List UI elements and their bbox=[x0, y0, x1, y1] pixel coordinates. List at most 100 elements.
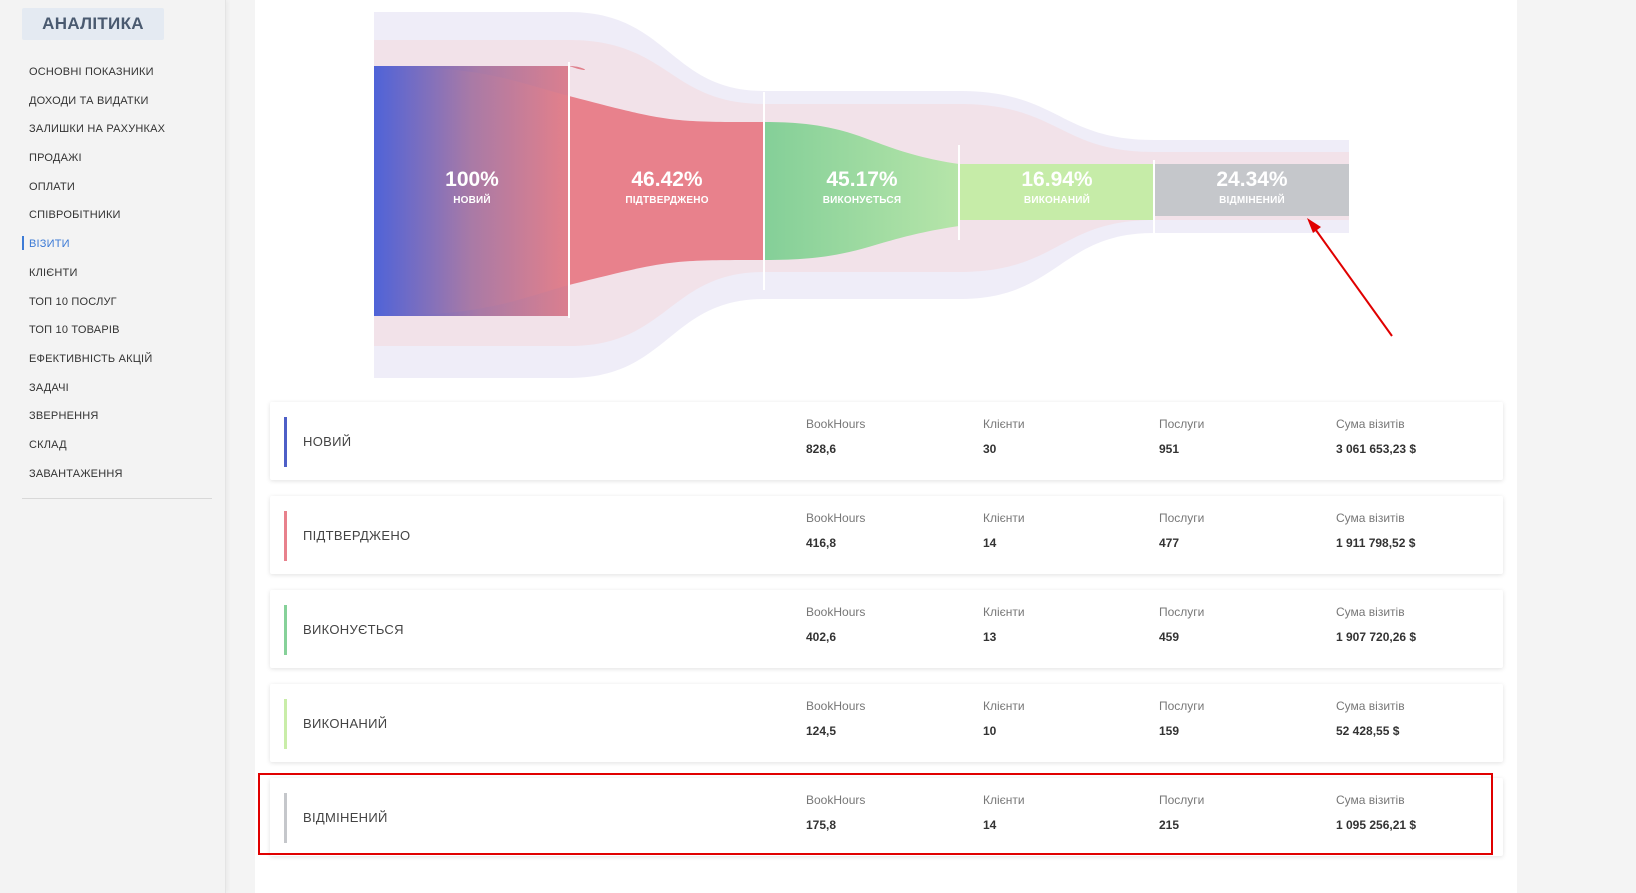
metric-label: Сума візитів bbox=[1336, 511, 1405, 525]
sidebar-divider bbox=[22, 498, 212, 499]
metric-value: 1 907 720,26 $ bbox=[1336, 630, 1417, 644]
metric-value: 828,6 bbox=[806, 442, 837, 456]
metric-label: BookHours bbox=[806, 417, 866, 431]
metric-label: Клієнти bbox=[983, 605, 1025, 619]
metric-value: 30 bbox=[983, 442, 997, 456]
metric-label: BookHours bbox=[806, 511, 866, 525]
funnel-label-cancelled: 24.34% ВІДМІНЕНИЙ bbox=[1152, 168, 1352, 206]
metric-label: Клієнти bbox=[983, 793, 1025, 807]
sidebar-item-requests[interactable]: ЗВЕРНЕННЯ bbox=[29, 410, 99, 423]
metric-services: Послуги 159 bbox=[1159, 699, 1204, 738]
metric-bookhours: BookHours 175,8 bbox=[806, 793, 865, 832]
funnel-label-new: 100% НОВИЙ bbox=[372, 168, 572, 206]
main-panel: 100% НОВИЙ 46.42% ПІДТВЕРДЖЕНО 45.17% ВИ… bbox=[255, 0, 1517, 893]
sidebar-menu: ОСНОВНІ ПОКАЗНИКИ ДОХОДИ ТА ВИДАТКИ ЗАЛИ… bbox=[22, 64, 165, 494]
metric-value: 13 bbox=[983, 630, 997, 644]
funnel-segment-new-body bbox=[374, 66, 569, 316]
status-color-bar bbox=[284, 417, 287, 467]
metric-services: Послуги 459 bbox=[1159, 605, 1204, 644]
sidebar-item-promo-efficiency[interactable]: ЕФЕКТИВНІСТЬ АКЦІЙ bbox=[29, 352, 153, 365]
metric-value: 477 bbox=[1159, 536, 1180, 550]
funnel-percent: 16.94% bbox=[1021, 168, 1093, 191]
funnel-label-in-progress: 45.17% ВИКОНУЄТЬСЯ bbox=[762, 168, 962, 206]
metric-label: Сума візитів bbox=[1336, 699, 1405, 713]
metric-sum: Сума візитів 1 095 256,21 $ bbox=[1336, 793, 1416, 832]
sidebar-item-main-indicators[interactable]: ОСНОВНІ ПОКАЗНИКИ bbox=[29, 66, 154, 78]
sidebar-item-workload[interactable]: ЗАВАНТАЖЕННЯ bbox=[29, 467, 123, 480]
metric-bookhours: BookHours 402,6 bbox=[806, 605, 865, 644]
sidebar-item-income-expenses[interactable]: ДОХОДИ ТА ВИДАТКИ bbox=[29, 94, 149, 107]
sidebar-item-account-balances[interactable]: ЗАЛИШКИ НА РАХУНКАХ bbox=[29, 123, 166, 136]
funnel-chart: 100% НОВИЙ 46.42% ПІДТВЕРДЖЕНО 45.17% ВИ… bbox=[255, 0, 1517, 395]
sidebar-title: АНАЛІТИКА bbox=[22, 8, 164, 40]
sidebar-item-employees[interactable]: СПІВРОБІТНИКИ bbox=[29, 209, 121, 222]
metric-label: Сума візитів bbox=[1336, 605, 1405, 619]
status-label: ВИКОНУЄТЬСЯ bbox=[303, 622, 404, 637]
funnel-stage-name: ВИКОНАНИЙ bbox=[1023, 195, 1091, 206]
metric-value: 52 428,55 $ bbox=[1336, 724, 1400, 738]
metric-value: 124,5 bbox=[806, 724, 837, 738]
funnel-stage-name: ПІДТВЕРДЖЕНО bbox=[625, 195, 709, 206]
status-card-cancelled[interactable]: ВІДМІНЕНИЙ BookHours 175,8 Клієнти 14 По… bbox=[270, 778, 1503, 856]
sidebar-item-payments[interactable]: ОПЛАТИ bbox=[29, 180, 75, 193]
metric-sum: Сума візитів 1 911 798,52 $ bbox=[1336, 511, 1415, 550]
status-color-bar bbox=[284, 511, 287, 561]
metric-clients: Клієнти 30 bbox=[983, 417, 1025, 456]
status-card-in-progress[interactable]: ВИКОНУЄТЬСЯ BookHours 402,6 Клієнти 13 П… bbox=[270, 590, 1503, 668]
metric-value: 951 bbox=[1159, 442, 1180, 456]
funnel-stage-name: ВІДМІНЕНИЙ bbox=[1219, 195, 1285, 206]
status-label: НОВИЙ bbox=[303, 434, 352, 449]
metric-value: 14 bbox=[983, 818, 997, 832]
metric-bookhours: BookHours 416,8 bbox=[806, 511, 865, 550]
sidebar-item-top-services[interactable]: ТОП 10 ПОСЛУГ bbox=[29, 295, 117, 308]
metric-label: Послуги bbox=[1159, 699, 1205, 713]
sidebar-item-sales[interactable]: ПРОДАЖІ bbox=[29, 152, 82, 165]
metric-services: Послуги 215 bbox=[1159, 793, 1204, 832]
funnel-svg bbox=[374, 12, 1393, 378]
metric-value: 459 bbox=[1159, 630, 1180, 644]
metric-clients: Клієнти 14 bbox=[983, 793, 1025, 832]
funnel-stage-name: НОВИЙ bbox=[453, 195, 491, 206]
metric-label: BookHours bbox=[806, 605, 866, 619]
status-label: ПІДТВЕРДЖЕНО bbox=[303, 528, 411, 543]
metric-clients: Клієнти 10 bbox=[983, 699, 1025, 738]
metric-label: BookHours bbox=[806, 793, 866, 807]
metric-label: Клієнти bbox=[983, 417, 1025, 431]
funnel-stage-name: ВИКОНУЄТЬСЯ bbox=[822, 195, 902, 206]
metric-value: 3 061 653,23 $ bbox=[1336, 442, 1417, 456]
funnel-segment-confirmed bbox=[569, 96, 764, 285]
metric-value: 10 bbox=[983, 724, 997, 738]
status-card-new[interactable]: НОВИЙ BookHours 828,6 Клієнти 30 Послуги… bbox=[270, 402, 1503, 480]
metric-services: Послуги 477 bbox=[1159, 511, 1204, 550]
sidebar-item-visits[interactable]: ВІЗИТИ bbox=[22, 236, 165, 265]
sidebar: АНАЛІТИКА ОСНОВНІ ПОКАЗНИКИ ДОХОДИ ТА ВИ… bbox=[0, 0, 226, 893]
metric-sum: Сума візитів 1 907 720,26 $ bbox=[1336, 605, 1416, 644]
annotation-arrowhead bbox=[1307, 218, 1321, 233]
metric-label: Послуги bbox=[1159, 511, 1205, 525]
sidebar-item-tasks[interactable]: ЗАДАЧІ bbox=[29, 381, 69, 394]
status-label: ВІДМІНЕНИЙ bbox=[303, 810, 388, 825]
metric-value: 416,8 bbox=[806, 536, 837, 550]
sidebar-item-warehouse[interactable]: СКЛАД bbox=[29, 438, 67, 451]
metric-value: 402,6 bbox=[806, 630, 837, 644]
sidebar-item-top-products[interactable]: ТОП 10 ТОВАРІВ bbox=[29, 324, 120, 337]
metric-label: Послуги bbox=[1159, 605, 1205, 619]
funnel-label-confirmed: 46.42% ПІДТВЕРДЖЕНО bbox=[567, 168, 767, 206]
metric-services: Послуги 951 bbox=[1159, 417, 1204, 456]
metric-bookhours: BookHours 124,5 bbox=[806, 699, 865, 738]
metric-value: 14 bbox=[983, 536, 997, 550]
funnel-segment-in-progress bbox=[764, 122, 959, 260]
metric-sum: Сума візитів 3 061 653,23 $ bbox=[1336, 417, 1416, 456]
funnel-segment-cancelled bbox=[1154, 164, 1349, 216]
status-card-confirmed[interactable]: ПІДТВЕРДЖЕНО BookHours 416,8 Клієнти 14 … bbox=[270, 496, 1503, 574]
status-color-bar bbox=[284, 605, 287, 655]
metric-label: Послуги bbox=[1159, 793, 1205, 807]
metric-label: Клієнти bbox=[983, 699, 1025, 713]
sidebar-item-clients[interactable]: КЛІЄНТИ bbox=[29, 266, 78, 279]
funnel-label-done: 16.94% ВИКОНАНИЙ bbox=[957, 168, 1157, 206]
metric-value: 215 bbox=[1159, 818, 1180, 832]
status-card-done[interactable]: ВИКОНАНИЙ BookHours 124,5 Клієнти 10 Пос… bbox=[270, 684, 1503, 762]
status-color-bar bbox=[284, 793, 287, 843]
metric-clients: Клієнти 14 bbox=[983, 511, 1025, 550]
funnel-percent: 24.34% bbox=[1216, 168, 1288, 191]
